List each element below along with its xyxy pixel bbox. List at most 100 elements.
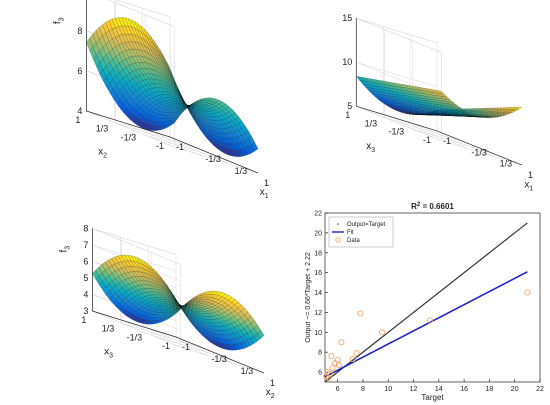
- surface-patch: [515, 106, 523, 110]
- floor-grid-line: [409, 122, 496, 158]
- y-tick-label: 1: [75, 115, 80, 125]
- y-tick-label: -1/3: [127, 332, 143, 342]
- floor-grid-line: [441, 140, 523, 166]
- x-tick-label: 1/3: [500, 159, 513, 169]
- z-tick-label: 6: [83, 257, 88, 267]
- x-axis-line: [169, 136, 259, 174]
- x-tick-label: -1/3: [205, 154, 221, 164]
- floor-grid-line: [142, 128, 231, 165]
- x-tick-label: 1: [528, 170, 533, 180]
- floor-grid-line: [150, 334, 235, 362]
- x-tick-label: -1/3: [471, 147, 487, 157]
- legend: Output=Target Fit Data: [328, 216, 394, 248]
- x-axis-label: x1: [260, 187, 269, 200]
- y-tick-label: -1/3: [121, 132, 137, 142]
- y-tick-label: -1/3: [389, 127, 405, 137]
- x-axis-label: x2: [266, 387, 275, 400]
- data-point: [349, 356, 356, 363]
- y-axis-label: Output ~= 0.66*Target + 2.22: [305, 252, 312, 343]
- z-tick-label: 6: [77, 66, 82, 76]
- y-axis-label: x3: [366, 141, 375, 154]
- y-axis-line: [356, 105, 438, 132]
- legend-label: Fit: [347, 230, 354, 236]
- x-tick-label: 8: [361, 386, 365, 393]
- y-tick-label: 8: [318, 350, 322, 357]
- x-tick-label: 1/3: [235, 166, 248, 176]
- data-point: [329, 365, 336, 372]
- data-point: [335, 362, 342, 369]
- z-tick-label: 15: [342, 13, 352, 23]
- chart-title: R2 = 0.6601: [411, 202, 454, 211]
- surface: [86, 17, 259, 157]
- x-tick-label: 6: [336, 386, 340, 393]
- y-axis-label: x3: [104, 347, 113, 360]
- data-point: [327, 371, 334, 378]
- z-tick-label: 5: [83, 273, 88, 283]
- data-point: [378, 329, 385, 336]
- y-tick-label: 1: [81, 315, 86, 325]
- floor-grid-line: [144, 134, 229, 162]
- y-tick-label: 10: [314, 330, 322, 337]
- z-axis-label: f3: [58, 246, 71, 253]
- legend-label: Output=Target: [347, 222, 386, 228]
- x-tick-label: 20: [511, 386, 519, 393]
- data-point: [325, 375, 332, 382]
- surface-patch: [251, 142, 259, 152]
- identity-line: [324, 222, 528, 383]
- data-point: [524, 289, 531, 296]
- x-tick-label: 1: [264, 178, 269, 188]
- z-tick-label: 3: [83, 306, 88, 316]
- floor-grid-line: [148, 328, 237, 365]
- floor-grid-line: [114, 119, 203, 156]
- x-tick-label: -1: [176, 142, 184, 152]
- data-point: [353, 350, 360, 357]
- floor-grid-line: [412, 128, 494, 154]
- x-axis-label: Target: [421, 393, 444, 402]
- y-tick-label: 18: [314, 250, 322, 257]
- x-tick-label: 1/3: [241, 366, 254, 376]
- surface-plot-f3-x2-x3: -1 -1/3 1/3 1 -1 -1/3 1/3 1 8 7 6 5 4 3 x2 x3 f3: [58, 224, 275, 400]
- surface: [356, 76, 523, 118]
- x-tick-label: 14: [435, 386, 443, 393]
- z-tick-label: 5: [347, 101, 352, 111]
- x-tick-label: 10: [384, 386, 392, 393]
- y-tick-label: 16: [314, 270, 322, 277]
- z-tick-label: 4: [77, 106, 82, 116]
- y-tick-label: 1/3: [96, 124, 109, 134]
- y-axis-line: [92, 310, 177, 338]
- y-tick-label: -1: [423, 135, 431, 145]
- data-point: [338, 339, 345, 346]
- y-tick-label: 1: [345, 110, 350, 120]
- regression-plot: 6 8 10 12 14 16 18 20 22 6 8 10 12 14 16 18 20 22 R2 = 0.6…: [305, 202, 544, 402]
- z-tick-label: 7: [83, 240, 88, 250]
- legend-marker-data: [335, 237, 341, 243]
- x-tick-label: -1: [443, 136, 451, 146]
- z-tick-label: 8: [83, 224, 88, 234]
- x-tick-label: -1: [182, 342, 190, 352]
- surface-plot-f3-x1-x2: -1-1/31/31-1-1/31/3110864x1x2f3: [52, 0, 269, 200]
- z-tick-label: 10: [342, 57, 352, 67]
- legend-marker-identity: [337, 223, 339, 225]
- floor-grid-line: [384, 117, 466, 143]
- surface: [92, 254, 265, 351]
- fit-line: [324, 271, 528, 378]
- x-tick-label: 16: [460, 386, 468, 393]
- legend-label: Data: [347, 238, 360, 244]
- floor-grid-line: [121, 322, 206, 350]
- z-axis-label: f3: [52, 17, 65, 24]
- y-axis-label: x2: [98, 147, 107, 160]
- x-tick-label: 22: [536, 386, 544, 393]
- y-tick-label: 1/3: [102, 324, 115, 334]
- z-tick-label: 4: [83, 290, 88, 300]
- z-tick-label: 8: [77, 26, 82, 36]
- floor-grid-line: [120, 319, 209, 356]
- surface-plot-x1-x3: -1 -1/3 1/3 1 -1 -1/3 1/3 1 15 10 5 x1 x3: [342, 13, 533, 192]
- surface-patch: [257, 329, 265, 339]
- floor-grid-line: [180, 346, 265, 374]
- y-tick-label: 6: [318, 370, 322, 377]
- y-tick-label: 22: [314, 211, 322, 218]
- x-tick-label: 1: [270, 378, 275, 388]
- wall-grid-line: [356, 17, 442, 53]
- data-point: [357, 310, 364, 317]
